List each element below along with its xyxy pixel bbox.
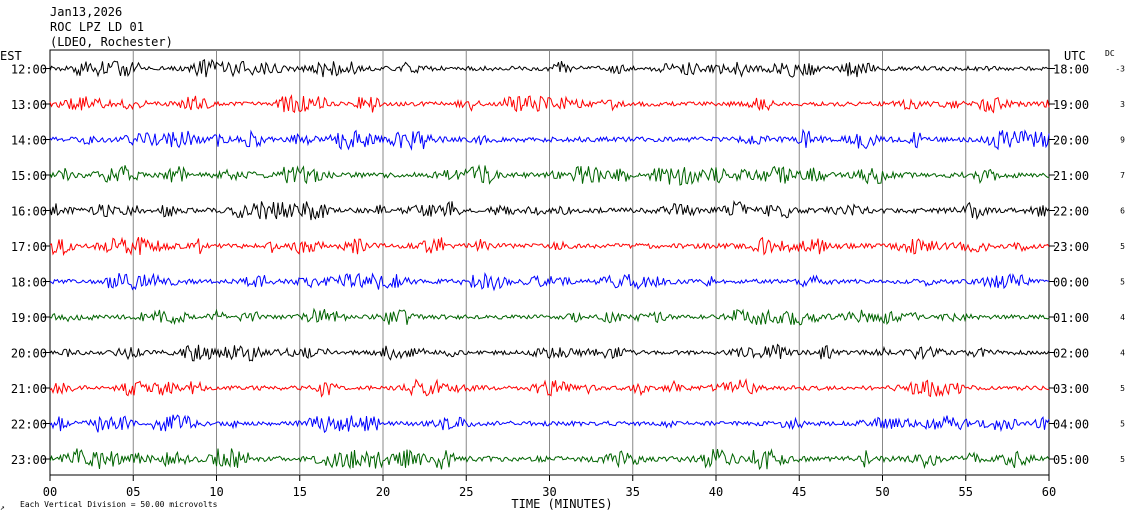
- est-time-label: 22:00: [11, 418, 47, 432]
- x-tick-label: 20: [376, 485, 390, 499]
- est-time-label: 15:00: [11, 169, 47, 183]
- est-time-label: 13:00: [11, 98, 47, 112]
- est-time-label: 21:00: [11, 382, 47, 396]
- dc-offset-value: 5: [1120, 455, 1125, 464]
- network-name: (LDEO, Rochester): [50, 35, 173, 49]
- trace-line: [49, 94, 1050, 114]
- est-time-label: 14:00: [11, 134, 47, 148]
- trace-line: [49, 378, 1050, 398]
- dc-offset-value: -3: [1115, 65, 1125, 74]
- chart-date: Jan13,2026: [50, 5, 122, 19]
- dc-offset-value: 3: [1120, 100, 1125, 109]
- x-tick-label: 35: [626, 485, 640, 499]
- est-time-label: 12:00: [11, 63, 47, 77]
- x-tick-label: 40: [709, 485, 723, 499]
- trace-line: [49, 58, 1050, 78]
- utc-time-label: 05:00: [1053, 453, 1089, 467]
- utc-time-label: 02:00: [1053, 347, 1089, 361]
- x-tick-label: 15: [293, 485, 307, 499]
- utc-time-label: 22:00: [1053, 205, 1089, 219]
- utc-time-label: 21:00: [1053, 169, 1089, 183]
- time-labels: 12:00 18:00 -3 13:00 19:00 3 14:00 20:00 9 15:00 2…: [11, 63, 1125, 468]
- dc-offset-value: 4: [1120, 313, 1125, 322]
- utc-time-label: 18:00: [1053, 63, 1089, 77]
- x-tick-label: 30: [542, 485, 556, 499]
- left-axis-title: EST: [0, 49, 22, 63]
- x-tick-label: 55: [959, 485, 973, 499]
- trace-line: [49, 307, 1050, 326]
- x-tick-label: 60: [1042, 485, 1056, 499]
- utc-time-label: 01:00: [1053, 311, 1089, 325]
- est-time-label: 16:00: [11, 205, 47, 219]
- dc-offset-value: 4: [1120, 349, 1125, 358]
- seismic-traces: [49, 58, 1050, 471]
- scale-note: Each Vertical Division = 50.00 microvolt…: [20, 500, 218, 509]
- x-axis-ticks: 00 05 10 15 20 25 30 35 40 45 50 55 60: [43, 475, 1056, 499]
- dc-offset-value: 5: [1120, 278, 1125, 287]
- trace-line: [49, 448, 1050, 471]
- trace-line: [49, 414, 1050, 434]
- x-tick-label: 50: [875, 485, 889, 499]
- est-time-label: 19:00: [11, 311, 47, 325]
- dc-offset-value: 5: [1120, 420, 1125, 429]
- dc-offset-value: 7: [1120, 171, 1125, 180]
- dc-offset-value: 5: [1120, 242, 1125, 251]
- est-time-label: 23:00: [11, 453, 47, 467]
- est-time-label: 20:00: [11, 347, 47, 361]
- x-tick-label: 00: [43, 485, 57, 499]
- est-time-label: 18:00: [11, 276, 47, 290]
- utc-time-label: 23:00: [1053, 240, 1089, 254]
- vertical-grid: [132, 50, 967, 475]
- utc-time-label: 00:00: [1053, 276, 1089, 290]
- dc-column-title: DC: [1105, 49, 1115, 58]
- utc-time-label: 03:00: [1053, 382, 1089, 396]
- trace-line: [49, 164, 1050, 186]
- x-axis-label: TIME (MINUTES): [511, 497, 612, 511]
- utc-time-label: 19:00: [1053, 98, 1089, 112]
- x-tick-label: 45: [792, 485, 806, 499]
- x-tick-label: 05: [126, 485, 140, 499]
- dc-offset-value: 9: [1120, 136, 1125, 145]
- trace-line: [49, 272, 1050, 292]
- right-axis-title: UTC: [1064, 49, 1086, 63]
- trace-line: [49, 199, 1050, 221]
- x-tick-label: 10: [209, 485, 223, 499]
- utc-time-label: 04:00: [1053, 418, 1089, 432]
- trace-line: [49, 343, 1050, 362]
- station-code: ROC LPZ LD 01: [50, 20, 144, 34]
- trace-line: [49, 128, 1050, 151]
- dc-offset-value: 5: [1120, 384, 1125, 393]
- trace-line: [49, 236, 1050, 257]
- x-tick-label: 25: [459, 485, 473, 499]
- est-time-label: 17:00: [11, 240, 47, 254]
- corner-mark: ↗: [0, 503, 5, 512]
- dc-offset-value: 6: [1120, 207, 1125, 216]
- utc-time-label: 20:00: [1053, 134, 1089, 148]
